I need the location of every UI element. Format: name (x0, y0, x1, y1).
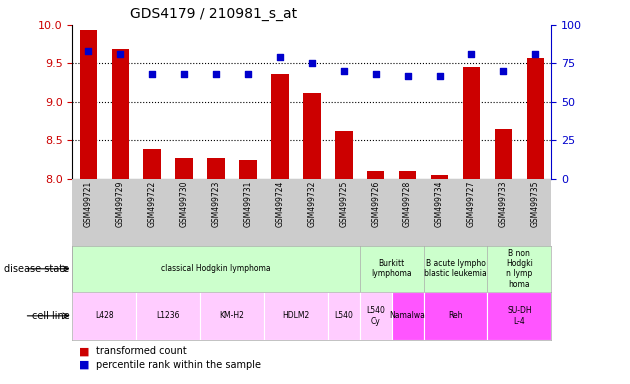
Text: ■: ■ (79, 360, 89, 370)
Text: disease state: disease state (4, 264, 69, 274)
Bar (200, 292, 264, 340)
Point (466, 51, 476, 57)
Point (530, 51, 541, 57)
Bar (79, 30, 97, 179)
Point (179, 71, 189, 77)
Bar (239, 160, 257, 179)
Text: GSM499732: GSM499732 (307, 180, 316, 227)
Bar (271, 74, 289, 179)
Text: KM-H2: KM-H2 (220, 311, 244, 320)
Text: cell line: cell line (32, 311, 69, 321)
Bar (175, 158, 193, 179)
Text: L1236: L1236 (156, 311, 180, 320)
Point (147, 71, 158, 77)
Bar (488, 292, 551, 340)
Text: GSM499729: GSM499729 (116, 180, 125, 227)
Point (403, 73, 413, 79)
Text: B acute lympho
blastic leukemia: B acute lympho blastic leukemia (424, 259, 487, 278)
Point (83, 48, 93, 54)
Text: transformed count: transformed count (96, 346, 187, 356)
Bar (462, 67, 480, 179)
Text: GSM499723: GSM499723 (212, 180, 220, 227)
Text: GSM499721: GSM499721 (84, 180, 93, 227)
Text: classical Hodgkin lymphoma: classical Hodgkin lymphoma (161, 264, 271, 273)
Bar (328, 292, 360, 340)
Bar (367, 171, 384, 179)
Text: L540: L540 (335, 311, 353, 320)
Text: GSM499726: GSM499726 (371, 180, 380, 227)
Text: SU-DH
L-4: SU-DH L-4 (507, 306, 532, 326)
Text: GSM499724: GSM499724 (275, 180, 284, 227)
Bar (423, 292, 488, 340)
Text: percentile rank within the sample: percentile rank within the sample (96, 360, 261, 370)
Text: GDS4179 / 210981_s_at: GDS4179 / 210981_s_at (130, 7, 297, 21)
Text: GSM499728: GSM499728 (403, 180, 412, 227)
Text: L540
Cy: L540 Cy (366, 306, 385, 326)
Point (435, 73, 445, 79)
Point (243, 71, 253, 77)
Text: GSM499731: GSM499731 (244, 180, 253, 227)
Bar (495, 129, 512, 179)
Text: GSM499734: GSM499734 (435, 180, 444, 227)
Bar (144, 149, 161, 179)
Bar (360, 292, 392, 340)
Text: ■: ■ (79, 346, 89, 356)
Bar (207, 158, 225, 179)
Bar (399, 171, 416, 179)
Text: Namalwa: Namalwa (390, 311, 425, 320)
Text: GSM499725: GSM499725 (340, 180, 348, 227)
Point (115, 51, 125, 57)
Point (307, 60, 317, 66)
Point (211, 71, 221, 77)
Point (275, 54, 285, 60)
Point (370, 71, 381, 77)
Text: B non
Hodgki
n lymp
homa: B non Hodgki n lymp homa (506, 249, 533, 289)
Text: L428: L428 (95, 311, 113, 320)
Text: HDLM2: HDLM2 (282, 311, 309, 320)
Point (339, 68, 349, 74)
Text: GSM499730: GSM499730 (180, 180, 188, 227)
Bar (136, 292, 200, 340)
Text: GSM499722: GSM499722 (148, 180, 157, 227)
Bar (112, 49, 129, 179)
Bar (264, 292, 328, 340)
Bar (72, 292, 136, 340)
Bar (303, 93, 321, 179)
Bar (335, 131, 353, 179)
Text: Burkitt
lymphoma: Burkitt lymphoma (371, 259, 412, 278)
Text: GSM499735: GSM499735 (531, 180, 540, 227)
Bar (527, 58, 544, 179)
Text: GSM499733: GSM499733 (499, 180, 508, 227)
Text: Reh: Reh (448, 311, 463, 320)
Bar (392, 292, 423, 340)
Text: GSM499727: GSM499727 (467, 180, 476, 227)
Point (498, 68, 508, 74)
Bar (431, 175, 449, 179)
